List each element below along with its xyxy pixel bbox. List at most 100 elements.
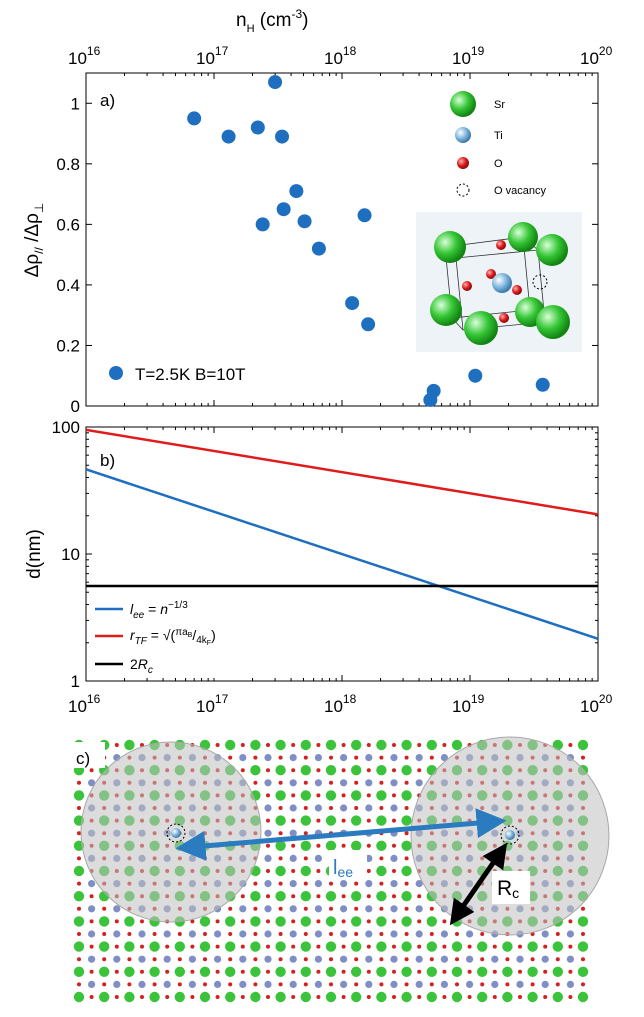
lattice-ti	[365, 880, 373, 888]
lattice-sr	[401, 790, 412, 801]
lattice-sr	[325, 790, 337, 801]
lattice-o	[266, 743, 270, 747]
lattice-o	[303, 932, 308, 936]
lattice-ti	[340, 955, 348, 963]
lattice-ti	[415, 880, 423, 888]
lattice-ti	[541, 930, 549, 938]
line-series	[86, 428, 598, 640]
lattice-sr	[300, 765, 311, 776]
lattice-o	[366, 743, 371, 747]
lattice-o	[530, 957, 535, 962]
scatter-point	[345, 296, 360, 311]
lattice-o	[253, 755, 258, 760]
lattice-sr	[401, 815, 412, 826]
top-axis-title: nH (cm-3)	[236, 7, 308, 35]
lattice-o	[152, 932, 157, 936]
lattice-o	[303, 806, 308, 810]
lattice-sr	[275, 765, 286, 776]
y-tick-labels-b: 1 10 100	[52, 418, 80, 691]
lattice-o	[240, 743, 245, 747]
lattice-sr	[99, 941, 110, 952]
lattice-ti	[289, 829, 297, 837]
lattice-o	[165, 944, 170, 949]
scatter-point	[535, 377, 550, 392]
lattice-o	[568, 995, 573, 999]
lattice-o	[354, 957, 359, 962]
lattice-o	[379, 780, 384, 785]
lattice-o	[114, 944, 119, 949]
lattice-o	[417, 944, 422, 949]
lattice-o	[215, 969, 220, 974]
lattice-o	[581, 957, 585, 962]
lattice-o	[442, 743, 447, 747]
y-tick-label: 1	[71, 672, 80, 691]
lattice-o	[77, 982, 81, 987]
lattice-sr	[502, 966, 513, 977]
lattice-ti	[390, 854, 398, 863]
electron-left	[171, 828, 181, 838]
lattice-sr	[477, 991, 488, 1003]
lattice-ti	[541, 955, 549, 963]
lattice-o	[492, 969, 497, 974]
lattice-sr	[225, 941, 236, 952]
lattice-ti	[365, 955, 373, 963]
lattice-ti	[214, 930, 222, 938]
lattice-sr	[73, 991, 85, 1003]
lattice-o	[266, 894, 270, 899]
lattice-ti	[239, 980, 247, 989]
lattice-ti	[415, 955, 423, 963]
lattice-o	[581, 982, 585, 987]
lattice-o	[228, 957, 233, 962]
lattice-sr	[351, 966, 362, 977]
lattice-o	[366, 793, 371, 798]
lattice-o	[366, 894, 371, 899]
lattice-o	[417, 743, 422, 747]
lattice-ti	[566, 955, 575, 963]
lattice-o	[89, 894, 94, 899]
lattice-o	[404, 831, 409, 836]
lattice-o	[114, 919, 119, 924]
lattice-o	[266, 768, 270, 773]
y-tick-label: 10	[61, 545, 80, 564]
lattice-sr	[149, 991, 160, 1003]
structure-inset: Sr Ti O O vacancy	[416, 91, 582, 352]
lattice-sr	[174, 941, 185, 952]
lattice-sr	[124, 916, 135, 927]
sr-legend-label: Sr	[494, 99, 505, 111]
lattice-o	[417, 995, 422, 999]
y-tick-label: 0.2	[56, 336, 80, 355]
lattice-ti	[88, 779, 96, 787]
legend-label-a: T=2.5K B=10T	[135, 365, 246, 384]
lattice-sr	[451, 739, 463, 751]
lattice-o	[266, 793, 270, 798]
y-axis-label-a: Δρ// /Δρ⊥	[22, 203, 46, 278]
lattice-sr	[325, 765, 337, 776]
lattice-ti	[264, 930, 272, 938]
lattice-ti	[289, 779, 297, 787]
lattice-sr	[376, 865, 387, 877]
lattice-sr	[325, 815, 337, 826]
series-line	[86, 468, 598, 640]
lattice-o	[102, 982, 107, 987]
lattice-o	[329, 806, 333, 810]
panel-b: 1 10 100 1016 1017 1018 1019 1020 d(nm) b) lee…	[24, 418, 613, 716]
lattice-o	[77, 957, 81, 962]
lattice-o	[266, 969, 270, 974]
lattice-sr	[174, 966, 185, 977]
lattice-o	[354, 881, 359, 886]
lattice-sr	[527, 966, 538, 977]
y-tick-label: 100	[52, 418, 80, 437]
lattice-sr	[325, 840, 337, 851]
lattice-ti	[264, 880, 272, 888]
lattice-o	[366, 768, 371, 773]
lattice-o	[455, 932, 459, 936]
lattice-sr	[149, 966, 160, 977]
lattice-sr	[300, 865, 311, 877]
lattice-o	[140, 919, 144, 924]
lattice-sr	[477, 966, 488, 977]
lattice-o	[291, 818, 296, 823]
lattice-sr	[552, 991, 563, 1003]
lattice-ti	[314, 754, 322, 762]
lattice-o	[404, 932, 409, 936]
sr-atom	[536, 234, 568, 266]
